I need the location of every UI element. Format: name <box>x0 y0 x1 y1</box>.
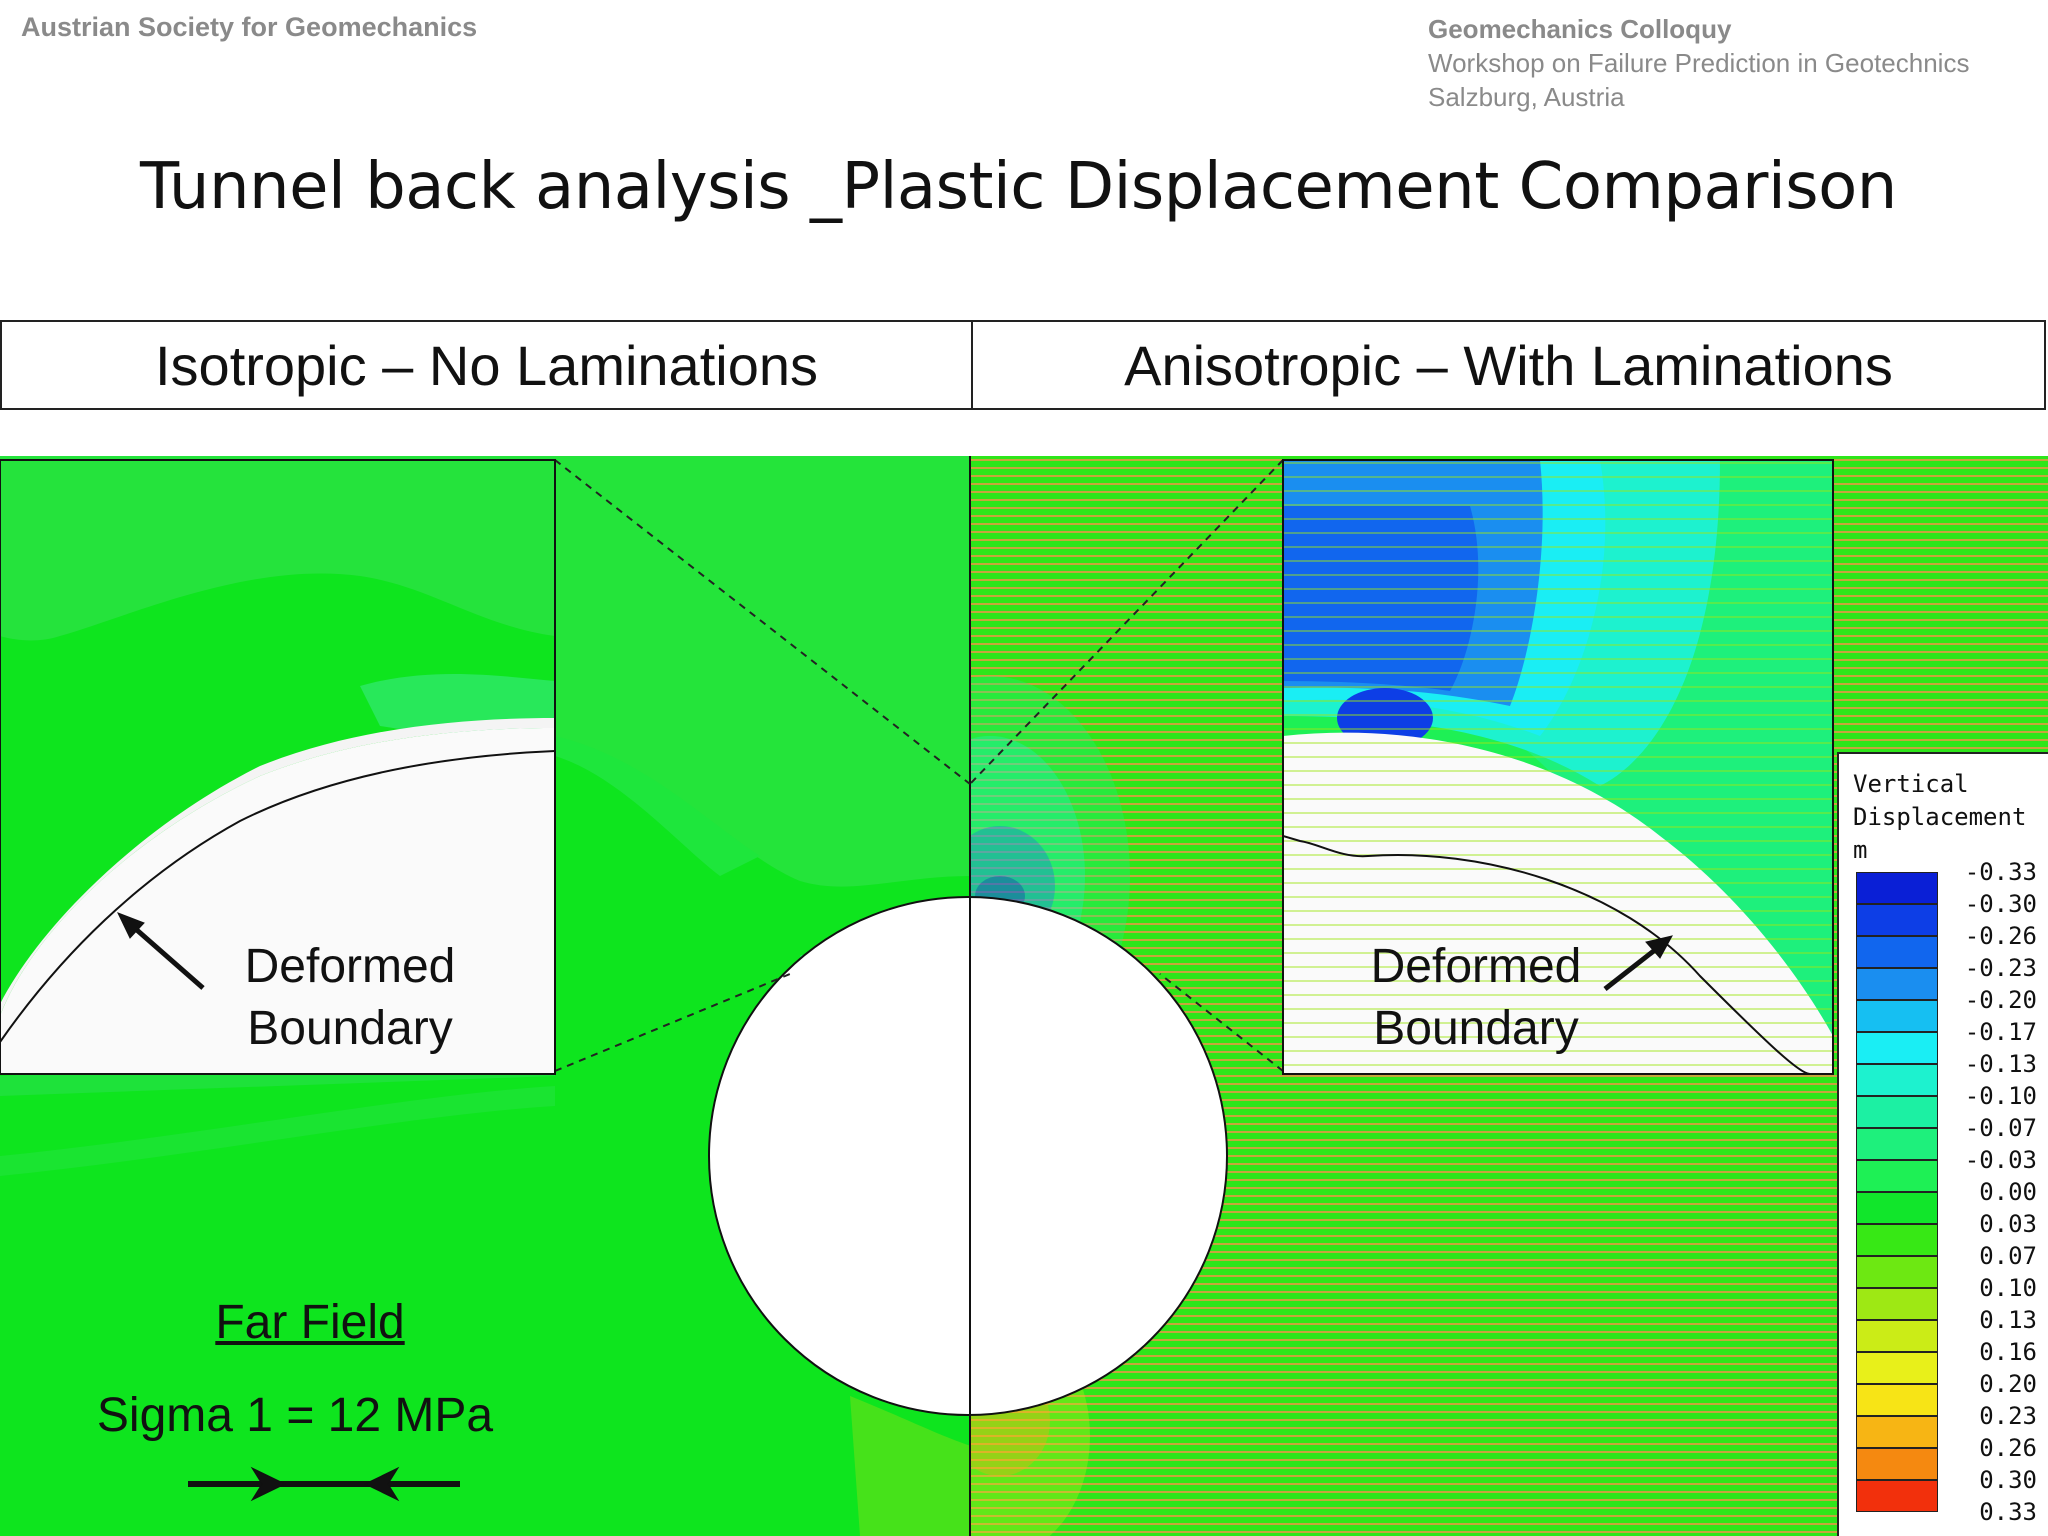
legend-swatch <box>1856 1288 1938 1320</box>
legend-swatch <box>1856 1416 1938 1448</box>
legend-value: 0.07 <box>1979 1242 2037 1270</box>
legend-value: 0.20 <box>1979 1370 2037 1398</box>
legend-value: 0.16 <box>1979 1338 2037 1366</box>
legend-value: 0.00 <box>1979 1178 2037 1206</box>
deformed-arrow-left <box>117 912 205 990</box>
event-subtitle: Workshop on Failure Prediction in Geotec… <box>1428 48 1970 78</box>
legend-swatch <box>1856 968 1938 1000</box>
legend-swatch <box>1856 1096 1938 1128</box>
sigma-label: Sigma 1 = 12 MPa <box>96 1389 494 1442</box>
legend-title-line1: Vertical <box>1853 770 1969 798</box>
caption-isotropic: Isotropic – No Laminations <box>2 322 973 408</box>
legend-swatch <box>1856 1128 1938 1160</box>
legend-value: -0.20 <box>1964 986 2037 1014</box>
legend-swatch <box>1856 1352 1938 1384</box>
deformed-boundary-label-right: Deformed Boundary <box>1326 936 1626 1060</box>
legend-swatch <box>1856 1320 1938 1352</box>
legend-swatch <box>1856 1192 1938 1224</box>
deformed-label-line1: Deformed <box>1370 940 1582 993</box>
legend-swatch <box>1856 904 1938 936</box>
legend-unit: m <box>1853 836 1868 864</box>
legend-value: -0.30 <box>1964 890 2037 918</box>
legend-swatch <box>1856 1064 1938 1096</box>
legend-swatch <box>1856 1224 1938 1256</box>
legend-value: 0.10 <box>1979 1274 2037 1302</box>
slide-title: Tunnel back analysis _Plastic Displaceme… <box>140 150 1897 224</box>
legend-value: -0.17 <box>1964 1018 2037 1046</box>
legend-swatch <box>1856 1032 1938 1064</box>
deformed-arrow-right <box>1603 935 1673 991</box>
legend-value: -0.10 <box>1964 1082 2037 1110</box>
legend-value: -0.13 <box>1964 1050 2037 1078</box>
deformed-label-line2: Boundary <box>247 1002 453 1055</box>
legend-value: -0.33 <box>1964 858 2037 886</box>
organization-name: Austrian Society for Geomechanics <box>21 12 478 42</box>
legend-value: -0.26 <box>1964 922 2037 950</box>
anisotropic-inset <box>1283 460 1833 1074</box>
caption-bar: Isotropic – No Laminations Anisotropic –… <box>0 320 2046 410</box>
legend-value: -0.23 <box>1964 954 2037 982</box>
legend-swatch <box>1856 1256 1938 1288</box>
legend-swatch <box>1856 1384 1938 1416</box>
zoom-lines <box>554 459 1284 1072</box>
event-info: Geomechanics Colloquy Workshop on Failur… <box>1428 12 1969 114</box>
legend-value: -0.07 <box>1964 1114 2037 1142</box>
isotropic-inset <box>0 460 555 1074</box>
displacement-contour-plot <box>0 456 2048 1536</box>
legend-swatch <box>1856 872 1938 904</box>
legend-swatch <box>1856 1480 1938 1512</box>
displacement-legend: Vertical Displacement m -0.33 -0.30 -0.26 -… <box>1837 752 2048 1536</box>
legend-swatch <box>1856 936 1938 968</box>
legend-value: -0.03 <box>1964 1146 2037 1174</box>
legend-value: 0.33 <box>1979 1498 2037 1526</box>
event-title: Geomechanics Colloquy <box>1428 14 1732 44</box>
tunnel-opening <box>708 896 1228 1416</box>
event-location: Salzburg, Austria <box>1428 82 1625 112</box>
legend-title: Vertical Displacement m <box>1853 768 2026 867</box>
far-field-label: Far Field <box>215 1296 405 1349</box>
deformed-label-line1: Deformed <box>244 940 456 993</box>
legend-value: 0.23 <box>1979 1402 2037 1430</box>
legend-swatch <box>1856 1448 1938 1480</box>
legend-swatch <box>1856 1000 1938 1032</box>
legend-value: 0.13 <box>1979 1306 2037 1334</box>
legend-value: 0.30 <box>1979 1466 2037 1494</box>
deformed-boundary-label-left: Deformed Boundary <box>200 936 500 1060</box>
legend-value: 0.26 <box>1979 1434 2037 1462</box>
legend-title-line2: Displacement <box>1853 803 2027 831</box>
legend-swatch <box>1856 1160 1938 1192</box>
stress-direction-arrows <box>188 1466 460 1502</box>
caption-anisotropic: Anisotropic – With Laminations <box>1124 333 1893 397</box>
legend-value: 0.03 <box>1979 1210 2037 1238</box>
deformed-label-line2: Boundary <box>1373 1002 1579 1055</box>
